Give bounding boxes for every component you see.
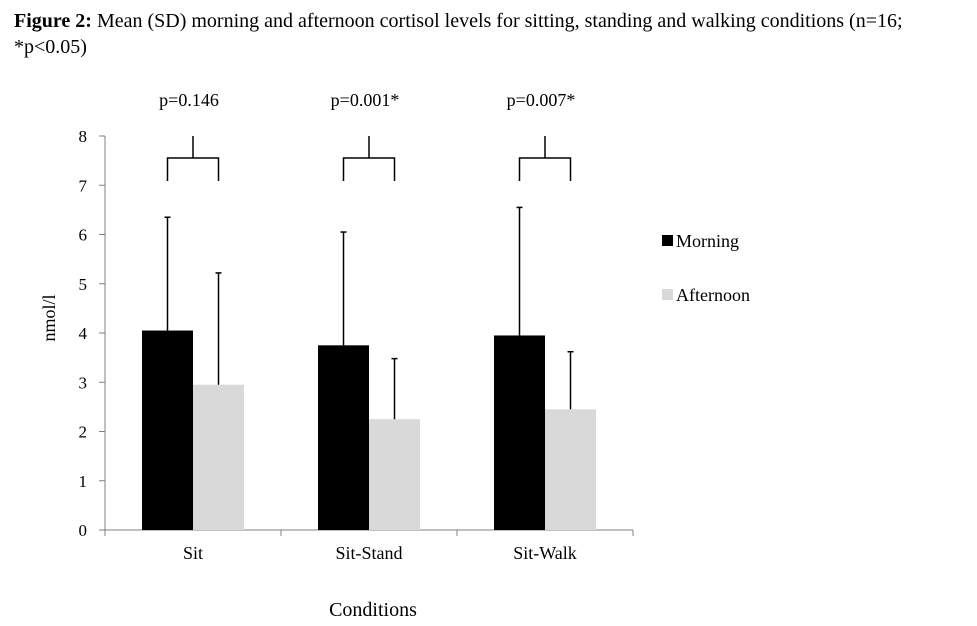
- p-value-label-sit-walk: p=0.007*: [507, 90, 576, 110]
- x-tick-label-sit-walk: Sit-Walk: [513, 543, 577, 563]
- y-tick-label: 1: [79, 472, 88, 491]
- bar-morning-sit-walk: [494, 335, 545, 530]
- x-tick-label-sit: Sit: [183, 543, 203, 563]
- figure-label: Figure 2:: [14, 10, 92, 32]
- legend-label-afternoon: Afternoon: [676, 285, 750, 305]
- p-value-label-sit-stand: p=0.001*: [331, 90, 400, 110]
- significance-bracket-sit-walk: [518, 136, 572, 181]
- y-tick-label: 3: [79, 373, 88, 392]
- y-tick-label: 6: [79, 226, 88, 245]
- bar-morning-sit-stand: [318, 345, 369, 530]
- legend-swatch-afternoon: [662, 289, 673, 300]
- bar-afternoon-sit-stand: [369, 419, 420, 530]
- bar-afternoon-sit: [193, 384, 244, 530]
- error-bars: [164, 206, 574, 420]
- y-tick-label: 0: [79, 521, 88, 540]
- bar-morning-sit: [142, 330, 193, 530]
- figure-caption: Figure 2: Mean (SD) morning and afternoo…: [14, 8, 969, 60]
- y-tick-label: 4: [79, 324, 88, 343]
- x-axis-title: Conditions: [329, 599, 417, 621]
- p-value-label-sit: p=0.146: [159, 90, 219, 110]
- legend: Morning Afternoon: [662, 231, 750, 305]
- legend-swatch-morning: [662, 235, 673, 246]
- significance-bracket-sit: [166, 136, 220, 181]
- bar-afternoon-sit-walk: [545, 409, 596, 530]
- bars: [142, 330, 596, 530]
- x-tick-label-sit-stand: Sit-Stand: [335, 543, 402, 563]
- y-tick-label: 7: [79, 176, 88, 195]
- figure-caption-text: Mean (SD) morning and afternoon cortisol…: [14, 10, 903, 58]
- significance-bracket-sit-stand: [342, 136, 396, 181]
- y-tick-label: 5: [79, 275, 88, 294]
- y-tick-label: 8: [79, 127, 88, 146]
- legend-label-morning: Morning: [676, 231, 739, 251]
- y-axis-title: nmol/l: [39, 294, 59, 341]
- y-tick-label: 2: [79, 423, 88, 442]
- significance-brackets: p=0.146 p=0.001* p=0.007*: [159, 90, 575, 181]
